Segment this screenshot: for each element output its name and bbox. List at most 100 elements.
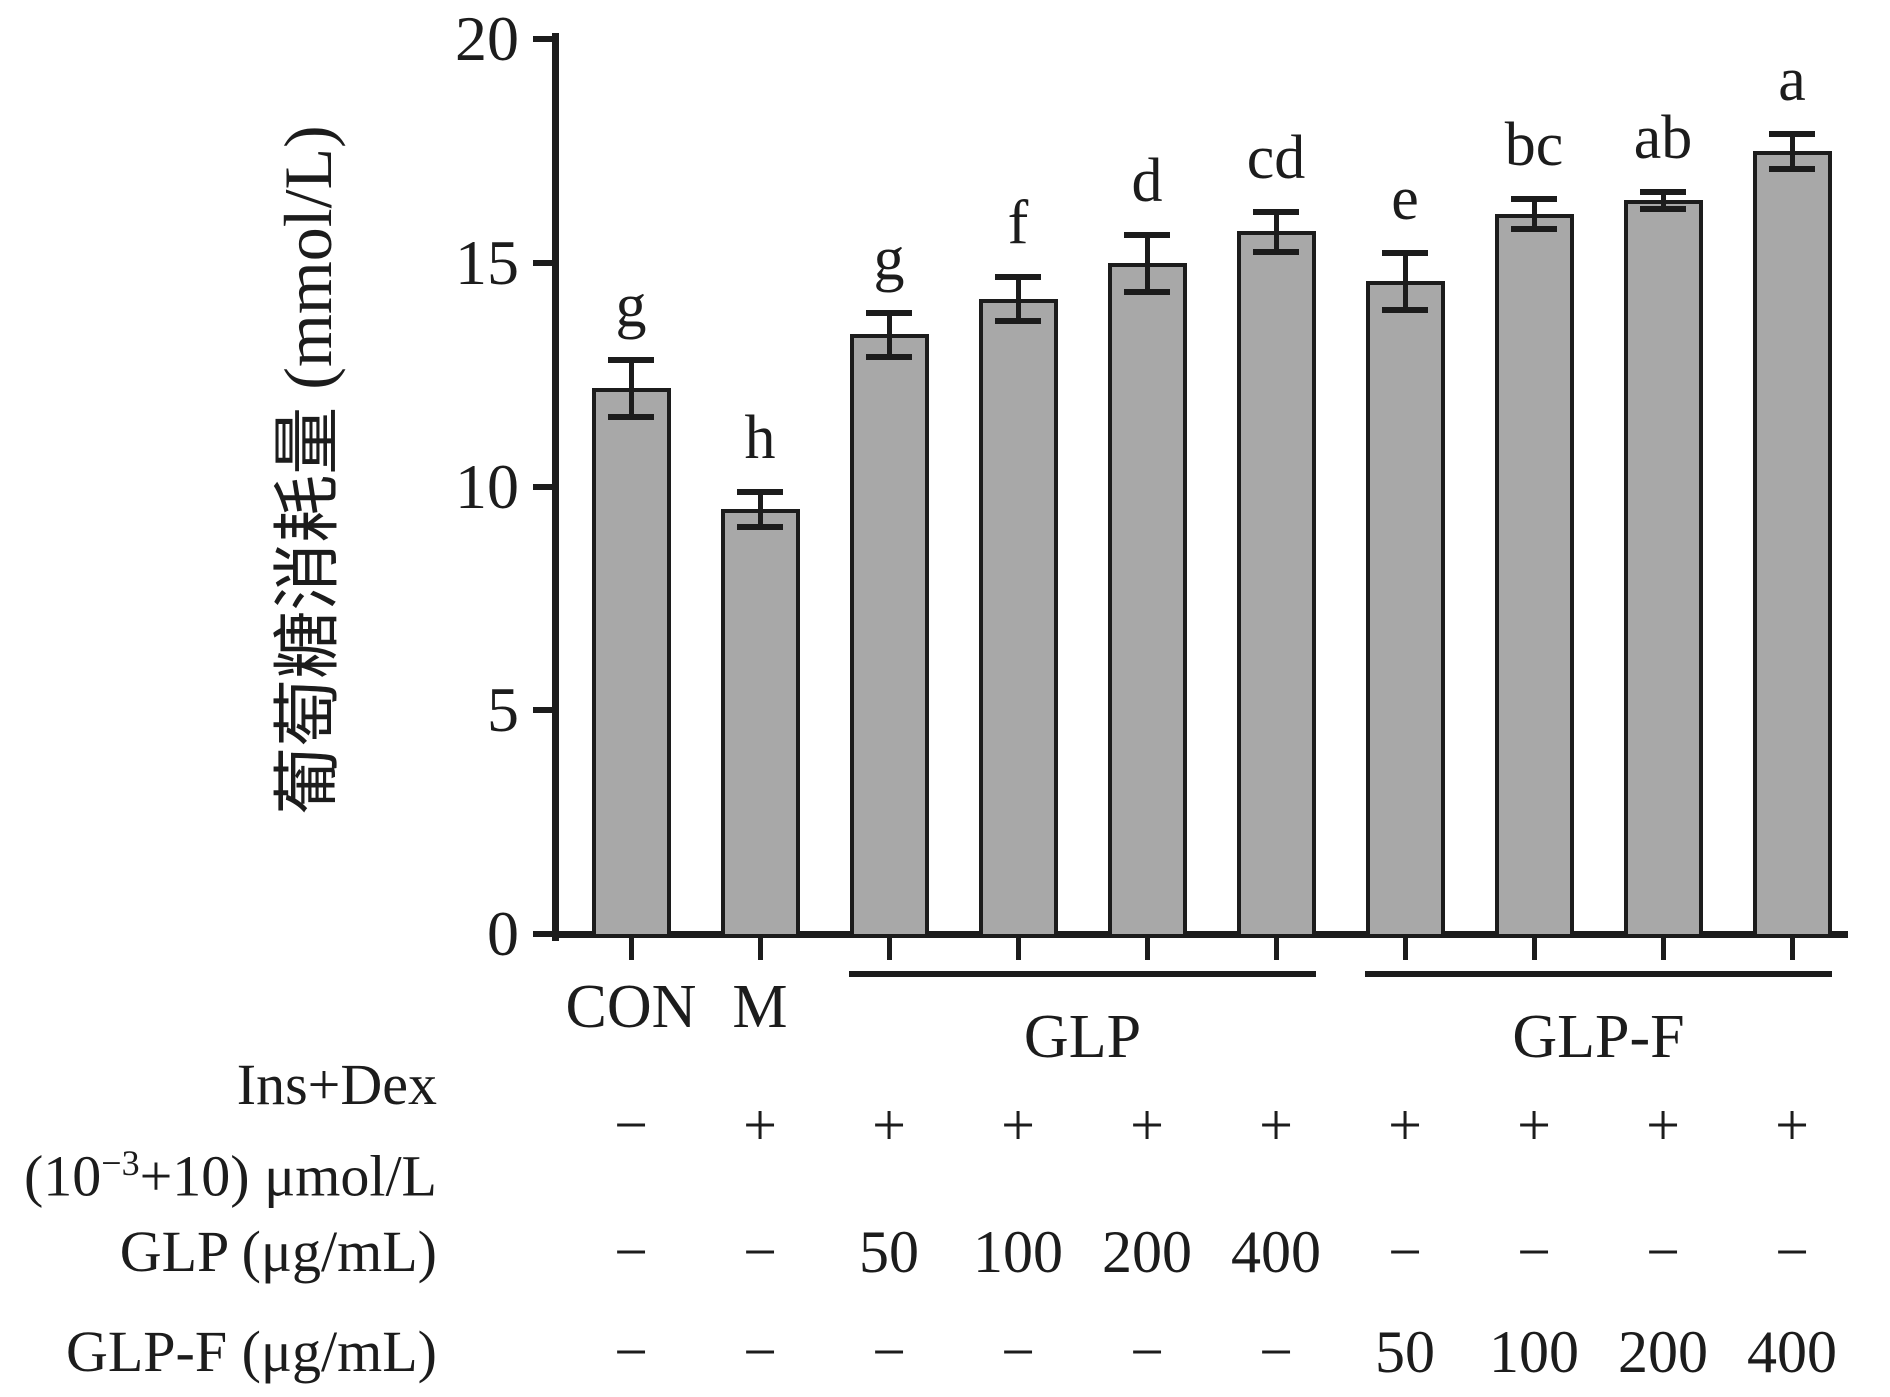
dose-cell-glp: − <box>614 1219 648 1285</box>
error-bar-top-cap <box>1253 209 1299 216</box>
dose-cell-glp-f: − <box>614 1319 648 1385</box>
group-bracket-glp-f <box>1365 971 1832 977</box>
group-label-glp-f: GLP-F <box>1512 1003 1685 1071</box>
error-bar-bottom-cap <box>1382 306 1428 313</box>
dose-cell-glp-f: − <box>1001 1319 1035 1385</box>
bar <box>1623 200 1703 938</box>
error-bar-bottom-cap <box>1769 165 1815 172</box>
dose-cell-glp: − <box>1775 1219 1809 1285</box>
y-tick-label: 0 <box>487 898 519 969</box>
error-bar-bottom-cap <box>1511 226 1557 233</box>
significance-letter: a <box>1778 45 1806 114</box>
dose-cell-glp-f: − <box>872 1319 906 1385</box>
dose-cell-ins-dex: + <box>1517 1092 1551 1158</box>
dose-row-label-ins-dex: Ins+Dex (10−3+10) μmol/L <box>24 1046 437 1215</box>
dose-cell-glp-f: − <box>1259 1319 1293 1385</box>
significance-letter: g <box>873 224 905 293</box>
group-bracket-glp <box>849 971 1316 977</box>
error-bar-line <box>628 358 634 418</box>
error-bar-top-cap <box>1640 189 1686 196</box>
dose-cell-glp-f: 100 <box>1489 1319 1579 1385</box>
dose-cell-ins-dex: + <box>1775 1092 1809 1158</box>
error-bar-line <box>886 311 892 357</box>
error-bar-bottom-cap <box>1640 206 1686 213</box>
bar <box>1107 262 1187 938</box>
y-axis <box>552 33 559 941</box>
significance-letter: cd <box>1246 124 1306 193</box>
x-axis-tick <box>758 938 763 960</box>
x-axis-tick <box>1532 938 1537 960</box>
dose-cell-glp: 50 <box>859 1219 919 1285</box>
error-bar-top-cap <box>1769 130 1815 137</box>
error-bar-line <box>1273 211 1279 252</box>
error-bar-top-cap <box>608 356 654 363</box>
error-bar-line <box>1660 191 1666 210</box>
error-bar-top-cap <box>737 488 783 495</box>
x-axis-tick <box>1145 938 1150 960</box>
error-bar-line <box>1402 251 1408 310</box>
x-axis-tick <box>1661 938 1666 960</box>
dose-row-label-ins-dex-line1: Ins+Dex <box>236 1052 437 1117</box>
dose-cell-glp-f: − <box>1130 1319 1164 1385</box>
dose-row-label-glp-f: GLP-F (μg/mL) <box>65 1319 437 1384</box>
x-axis-tick <box>1790 938 1795 960</box>
x-axis-tick <box>1016 938 1021 960</box>
x-axis-tick <box>629 938 634 960</box>
x-axis-tick <box>1403 938 1408 960</box>
dose-cell-glp: 400 <box>1231 1219 1321 1285</box>
x-axis-tick <box>1274 938 1279 960</box>
dose-cell-ins-dex: − <box>614 1092 648 1158</box>
dose-cell-glp: − <box>1388 1219 1422 1285</box>
x-axis-tick <box>887 938 892 960</box>
dose-cell-glp-f: 400 <box>1747 1319 1837 1385</box>
bar <box>720 508 800 938</box>
error-bar-top-cap <box>866 309 912 316</box>
dose-cell-glp: 100 <box>973 1219 1063 1285</box>
error-bar-top-cap <box>995 274 1041 281</box>
superscript-exponent: −3 <box>101 1143 140 1183</box>
error-bar-top-cap <box>1511 195 1557 202</box>
dose-row-label-glp: GLP (μg/mL) <box>119 1219 437 1284</box>
error-bar-bottom-cap <box>1253 248 1299 255</box>
significance-letter: bc <box>1504 110 1564 179</box>
dose-row-label-ins-dex-line2: (10−3+10) μmol/L <box>23 1143 437 1209</box>
error-bar-bottom-cap <box>995 317 1041 324</box>
dose-cell-ins-dex: + <box>872 1092 906 1158</box>
dose-cell-ins-dex: + <box>1646 1092 1680 1158</box>
dose-cell-glp: 200 <box>1102 1219 1192 1285</box>
dose-cell-glp: − <box>1517 1219 1551 1285</box>
bar <box>1365 280 1445 938</box>
error-bar-bottom-cap <box>866 353 912 360</box>
error-bar-bottom-cap <box>1124 288 1170 295</box>
significance-letter: f <box>1007 189 1029 258</box>
error-bar-bottom-cap <box>608 414 654 421</box>
significance-letter: d <box>1131 146 1163 215</box>
x-category-label: CON <box>565 973 697 1041</box>
y-axis-tick <box>533 931 552 937</box>
dose-cell-glp-f: 200 <box>1618 1319 1708 1385</box>
dose-cell-ins-dex: + <box>743 1092 777 1158</box>
x-axis <box>552 931 1848 938</box>
error-bar-line <box>1015 276 1021 321</box>
dose-cell-glp-f: − <box>743 1319 777 1385</box>
significance-letter: g <box>615 271 647 340</box>
dose-cell-glp-f: 50 <box>1375 1319 1435 1385</box>
group-label-glp: GLP <box>1023 1003 1142 1071</box>
bar <box>978 298 1058 938</box>
error-bar-top-cap <box>1382 249 1428 256</box>
y-tick-label: 5 <box>487 674 519 746</box>
error-bar-line <box>1144 233 1150 292</box>
bar <box>591 388 671 938</box>
bar <box>1752 150 1832 938</box>
error-bar-line <box>757 490 763 527</box>
error-bar-line <box>1789 132 1795 169</box>
dose-cell-ins-dex: + <box>1259 1092 1293 1158</box>
error-bar-line <box>1531 197 1537 230</box>
error-bar-top-cap <box>1124 231 1170 238</box>
dose-cell-ins-dex: + <box>1130 1092 1164 1158</box>
y-tick-label: 15 <box>455 226 519 298</box>
y-tick-label: 10 <box>455 450 519 522</box>
dose-cell-glp: − <box>743 1219 777 1285</box>
significance-letter: e <box>1391 164 1419 233</box>
